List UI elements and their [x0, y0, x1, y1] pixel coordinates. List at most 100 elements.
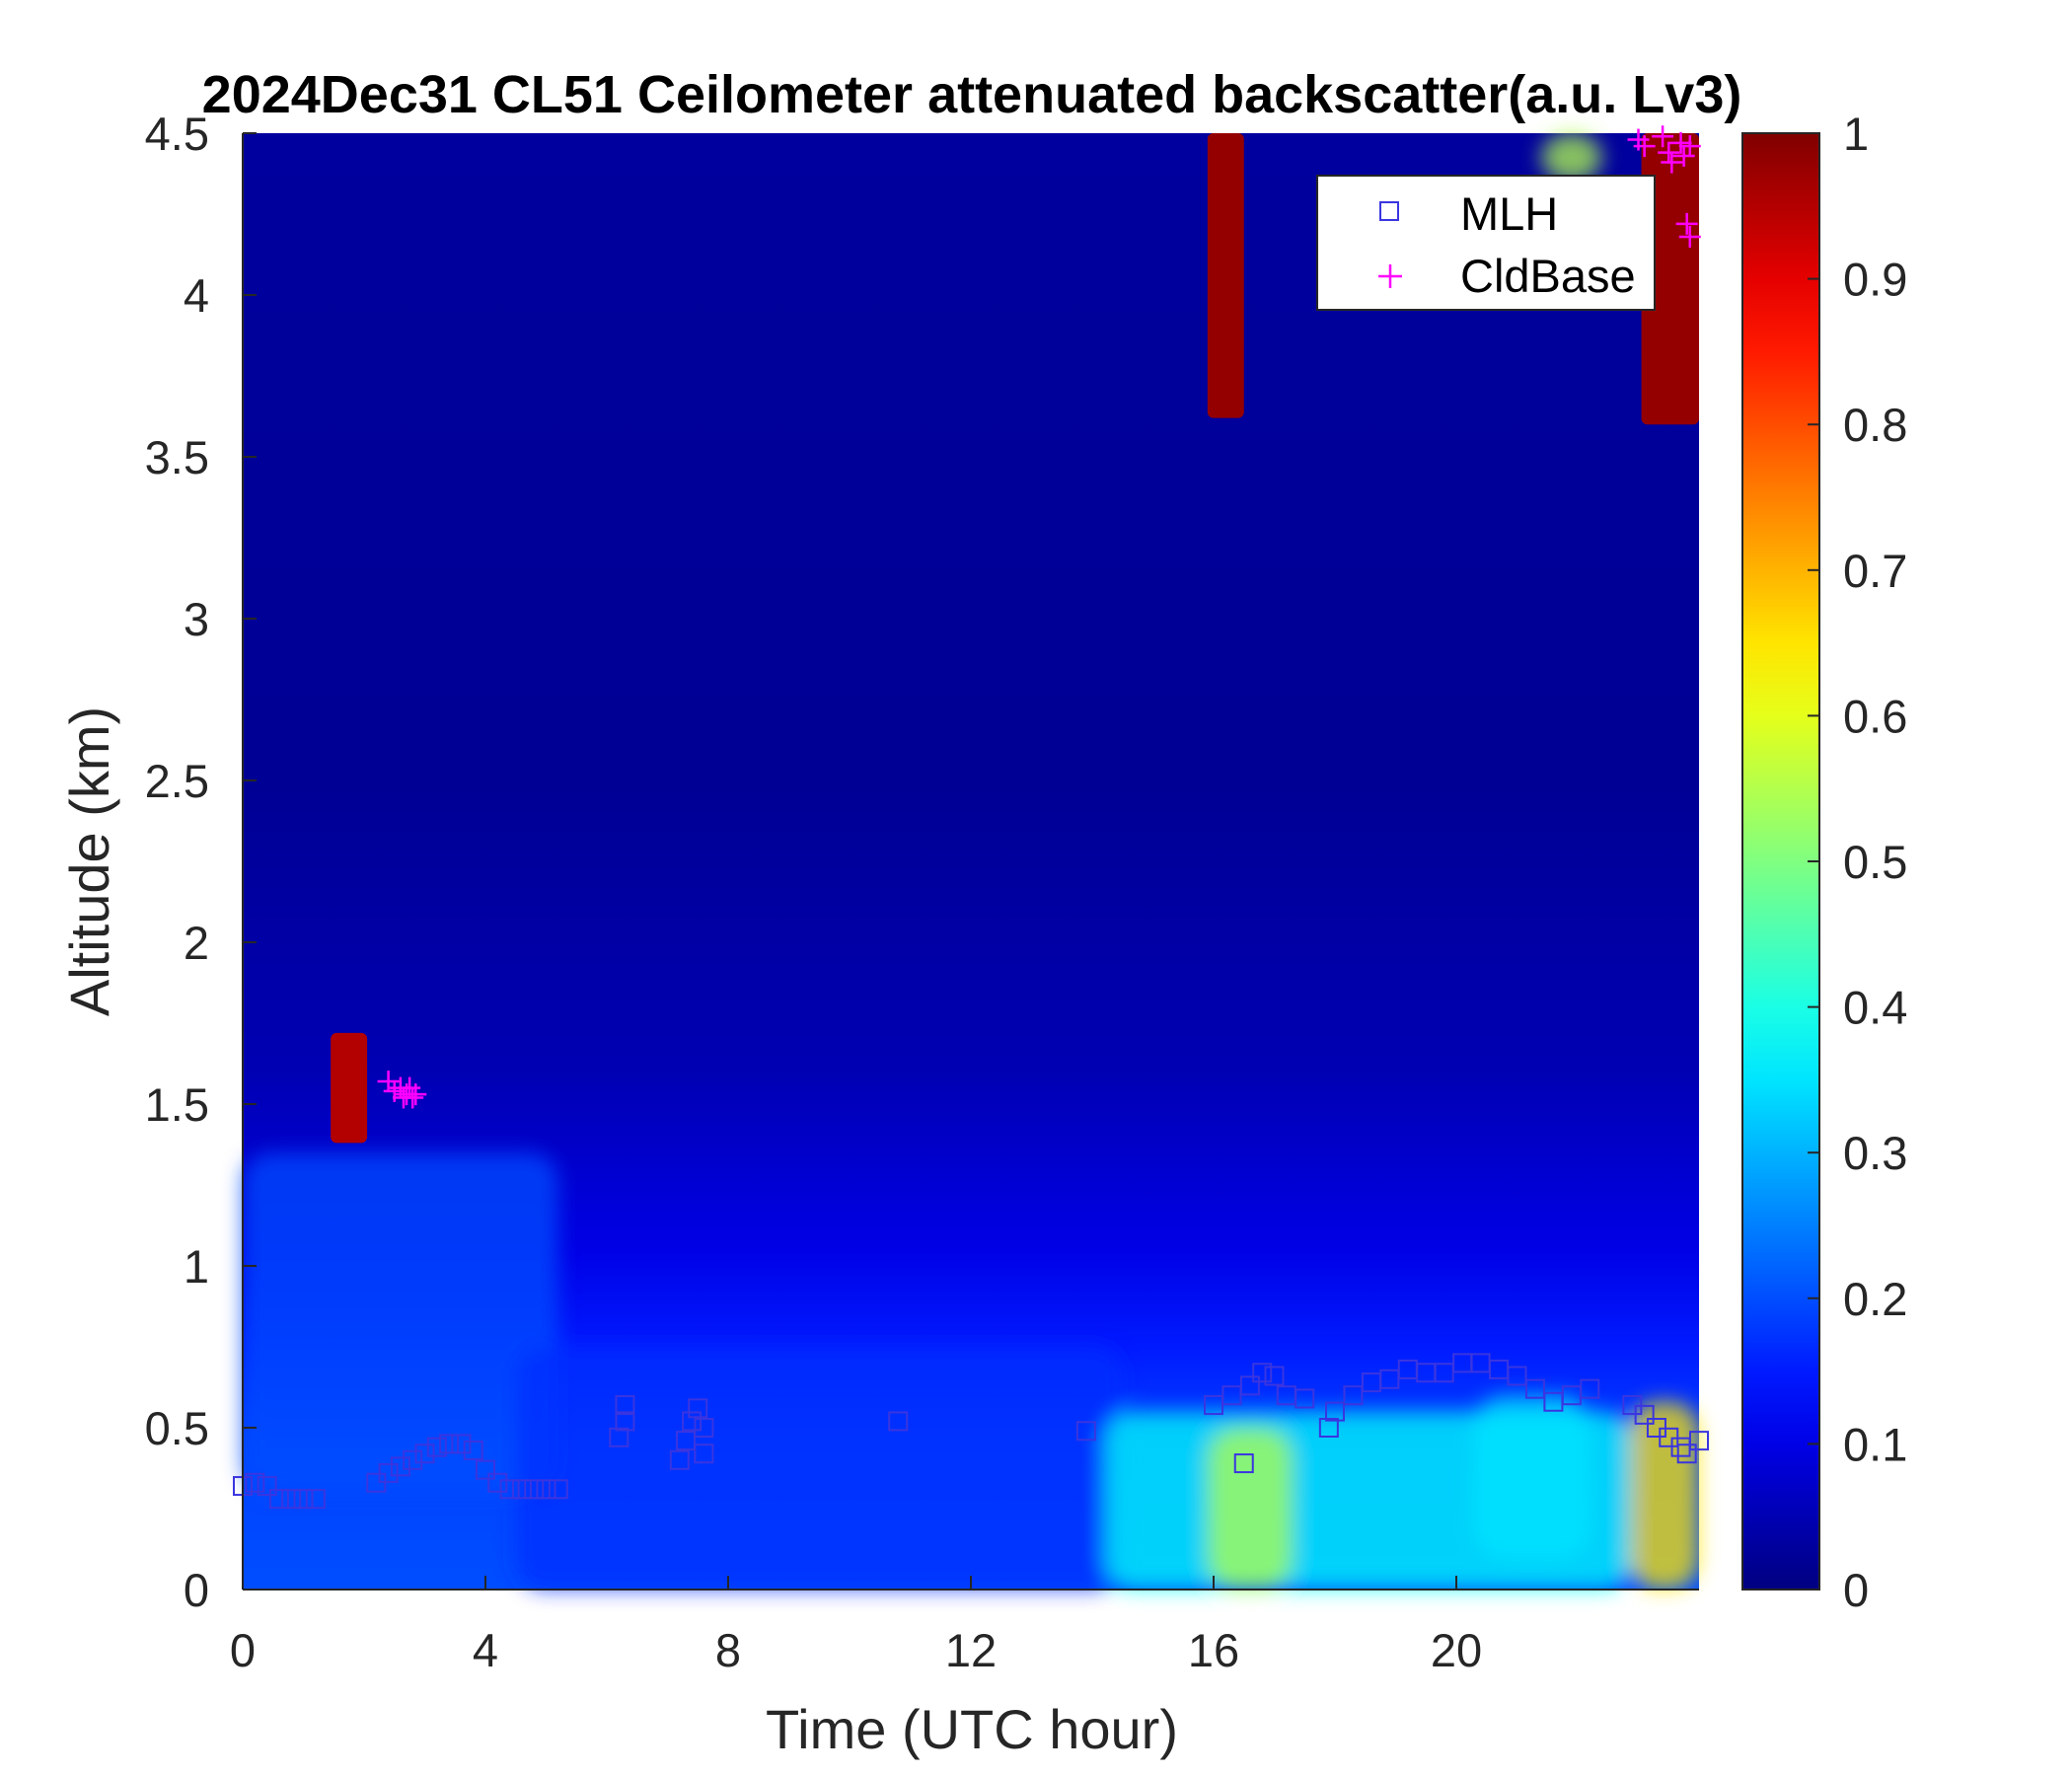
- mlh-marker: [293, 1489, 314, 1510]
- colorbar-gradient: [1741, 132, 1820, 1591]
- legend-mlh-label: MLH: [1460, 187, 1558, 240]
- mlh-marker: [536, 1479, 556, 1500]
- mlh-marker: [499, 1479, 520, 1500]
- axes: 0 4 8 12 16 20 0 0.5 1 1.5 2 2.5 3 3.5 4 4.5: [145, 108, 1699, 1676]
- mlh-marker: [1075, 1421, 1096, 1442]
- heatmap-feature-aerosol-end: [1629, 1401, 1699, 1590]
- chart-title: 2024Dec31 CL51 Ceilometer attenuated bac…: [202, 65, 1742, 124]
- cldbase-marker: [1658, 141, 1680, 164]
- y-tick-label: 3.5: [145, 431, 209, 483]
- x-tick-label: 0: [230, 1624, 256, 1676]
- mlh-marker: [682, 1411, 703, 1432]
- heatmap-feature-aerosol-peak-20.5: [1474, 1395, 1591, 1558]
- mlh-marker: [511, 1479, 532, 1500]
- y-tick-label: 0.5: [145, 1402, 209, 1454]
- mlh-marker: [414, 1443, 435, 1464]
- colorbar-tick-label: 0.9: [1843, 254, 1907, 306]
- mlh-marker: [268, 1489, 289, 1510]
- mlh-marker: [487, 1472, 508, 1493]
- mlh-marker: [1295, 1388, 1315, 1409]
- y-tick-label: 4: [184, 269, 209, 322]
- legend-box: [1316, 175, 1656, 311]
- mlh-marker: [1580, 1378, 1600, 1399]
- mlh-marker: [1507, 1366, 1527, 1386]
- colorbar-tick-label: 0: [1843, 1564, 1869, 1616]
- mlh-marker: [245, 1472, 265, 1493]
- legend-cldbase-label: CldBase: [1460, 250, 1636, 302]
- colorbar-tick-label: 1: [1843, 108, 1869, 160]
- mlh-marker: [615, 1411, 635, 1432]
- colorbar-tick-label: 0.5: [1843, 836, 1907, 888]
- mlh-marker: [1343, 1385, 1364, 1406]
- colorbar-tick-label: 0.8: [1843, 399, 1907, 451]
- mlh-marker: [524, 1479, 545, 1500]
- marker-layer: [233, 125, 1709, 1510]
- heatmap-feature-cloud-upper-16: [1207, 133, 1244, 418]
- mlh-marker: [439, 1434, 460, 1454]
- heatmap-feature-early-layer: [243, 1152, 558, 1493]
- cldbase-marker: [1661, 151, 1683, 174]
- x-tick-label: 20: [1431, 1624, 1482, 1676]
- x-axis-label: Time (UTC hour): [766, 1698, 1178, 1760]
- mlh-marker: [615, 1395, 635, 1416]
- y-axis-label: Altitude (km): [58, 706, 120, 1016]
- colorbar-tick-label: 0.2: [1843, 1273, 1907, 1325]
- heatmap-feature-cloud-1.5km: [331, 1032, 368, 1144]
- cldbase-marker: [1633, 135, 1656, 158]
- legend-mlh-marker: [1379, 201, 1399, 221]
- colorbar-tick-label: 0.3: [1843, 1127, 1907, 1179]
- cldbase-marker: [1678, 225, 1701, 248]
- mlh-marker: [1689, 1431, 1709, 1451]
- x-tick-label: 12: [945, 1624, 997, 1676]
- x-tick-label: 4: [473, 1624, 498, 1676]
- mlh-marker: [1634, 1404, 1655, 1425]
- mlh-marker: [1325, 1401, 1345, 1422]
- x-tick-label: 16: [1188, 1624, 1239, 1676]
- y-tick-label: 1.5: [145, 1078, 209, 1131]
- colorbar-tick-label: 0.6: [1843, 690, 1907, 742]
- cldbase-marker: [405, 1083, 427, 1106]
- mlh-marker: [1264, 1366, 1285, 1386]
- mlh-marker: [1239, 1375, 1260, 1396]
- heatmap-features: [243, 133, 1699, 1590]
- legend-cldbase-marker: [1378, 264, 1402, 288]
- heatmap-feature-cloud-upper-21.6: [1541, 133, 1602, 183]
- mlh-marker: [257, 1476, 277, 1497]
- y-tick-label: 4.5: [145, 108, 209, 160]
- mlh-marker: [390, 1456, 410, 1477]
- colorbar-tick-label: 0.4: [1843, 982, 1907, 1034]
- cldbase-marker: [1675, 212, 1698, 235]
- heatmap-feature-aerosol-peak-16.6: [1207, 1428, 1293, 1590]
- y-tick-label: 1: [184, 1240, 209, 1293]
- mlh-marker: [451, 1434, 472, 1454]
- heatmap-feature-cloud-upper-23: [1641, 133, 1699, 425]
- colorbar-tick-label: 0.1: [1843, 1418, 1907, 1470]
- cldbase-marker: [1678, 135, 1701, 158]
- backscatter-heatmap: [243, 133, 1699, 1590]
- cldbase-marker: [1652, 125, 1674, 148]
- mlh-marker: [378, 1462, 399, 1483]
- mlh-marker: [426, 1437, 447, 1457]
- heatmap-feature-low-layer-morning: [515, 1347, 1123, 1590]
- mlh-marker: [305, 1489, 326, 1510]
- mlh-marker: [1252, 1363, 1273, 1383]
- mlh-marker: [403, 1449, 423, 1470]
- mlh-marker: [675, 1431, 696, 1451]
- mlh-marker: [476, 1459, 495, 1480]
- mlh-marker: [609, 1427, 629, 1447]
- mlh-marker: [888, 1411, 909, 1432]
- mlh-marker: [694, 1418, 714, 1438]
- mlh-marker: [1318, 1418, 1339, 1438]
- mlh-marker: [694, 1443, 714, 1464]
- mlh-marker: [281, 1489, 302, 1510]
- y-tick-label: 3: [184, 593, 209, 645]
- y-tick-label: 0: [184, 1564, 209, 1616]
- colorbar: 0 0.1 0.2 0.3 0.4 0.5 0.6 0.7 0.8 0.9 1: [1741, 108, 1907, 1616]
- mlh-marker: [548, 1479, 568, 1500]
- cldbase-marker: [1669, 131, 1692, 154]
- mlh-marker: [1233, 1453, 1254, 1474]
- mlh-marker: [669, 1449, 690, 1470]
- mlh-marker: [1524, 1378, 1545, 1399]
- cldbase-marker: [402, 1086, 424, 1109]
